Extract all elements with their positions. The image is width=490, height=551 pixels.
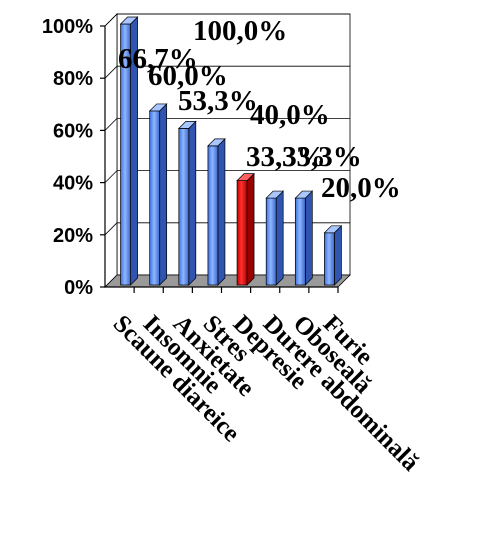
data-label: 33,3%: [282, 141, 362, 173]
bar-top: [323, 225, 343, 234]
data-label: 100,0%: [193, 15, 287, 47]
bar-side: [217, 138, 226, 286]
bar-front: [207, 145, 219, 286]
gridline-side: [104, 118, 118, 131]
side-wall: [104, 13, 118, 288]
bar-top: [265, 190, 285, 199]
bar-front: [294, 197, 306, 286]
bar-top: [177, 121, 197, 129]
data-label: 60,0%: [148, 60, 228, 92]
floor-plane: [104, 274, 351, 288]
y-tick-label: 20%: [53, 225, 93, 247]
bar-top: [207, 138, 226, 147]
bar-side: [246, 172, 255, 286]
bar-side: [275, 190, 284, 286]
gridline-side: [104, 222, 118, 236]
bar: [265, 190, 285, 286]
y-tick-label: 40%: [53, 173, 93, 195]
y-tick-label: 80%: [53, 68, 93, 90]
data-label: 53,3%: [178, 85, 258, 117]
bar-side: [304, 190, 313, 286]
bar: [236, 172, 255, 286]
y-tick-label: 100%: [42, 16, 93, 38]
bar-front: [178, 128, 190, 286]
bar-side: [334, 224, 342, 286]
bar-top: [148, 103, 168, 112]
gridline-side: [104, 170, 118, 183]
data-label: 20,0%: [321, 172, 401, 204]
x-axis-categories: Scaune diareiceInsomnieAnxietateStresDep…: [108, 310, 425, 477]
bar-front: [236, 180, 248, 286]
plot-floor: [104, 274, 351, 288]
y-tick-label: 0%: [64, 277, 93, 299]
data-label: 40,0%: [250, 99, 330, 131]
bar-front: [324, 232, 335, 286]
y-axis-ticks: 0% 20% 40% 60% 80% 100%: [42, 16, 93, 299]
bar-top: [294, 190, 314, 199]
bar: [177, 120, 197, 286]
y-tick-label: 60%: [53, 120, 93, 142]
bar-top: [119, 16, 139, 25]
data-labels: 100,0%66,7%60,0%53,3%40,0% 33,3%33,3%20,0…: [118, 15, 401, 204]
bar-side: [188, 120, 197, 286]
bar-side: [159, 103, 168, 286]
bars: [119, 16, 343, 286]
gridline-side: [104, 13, 118, 27]
bar-front: [265, 197, 277, 286]
data-label: 33,3%: [246, 141, 326, 173]
bar-front: [149, 110, 161, 286]
bar: [323, 224, 343, 286]
bar: [148, 103, 168, 286]
data-label: 66,7%: [118, 43, 198, 75]
bar: [294, 190, 314, 286]
axes: [100, 25, 339, 293]
bar: [119, 16, 139, 286]
bar-top: [236, 173, 255, 181]
gridline-side: [104, 65, 118, 79]
bar: [207, 138, 226, 286]
